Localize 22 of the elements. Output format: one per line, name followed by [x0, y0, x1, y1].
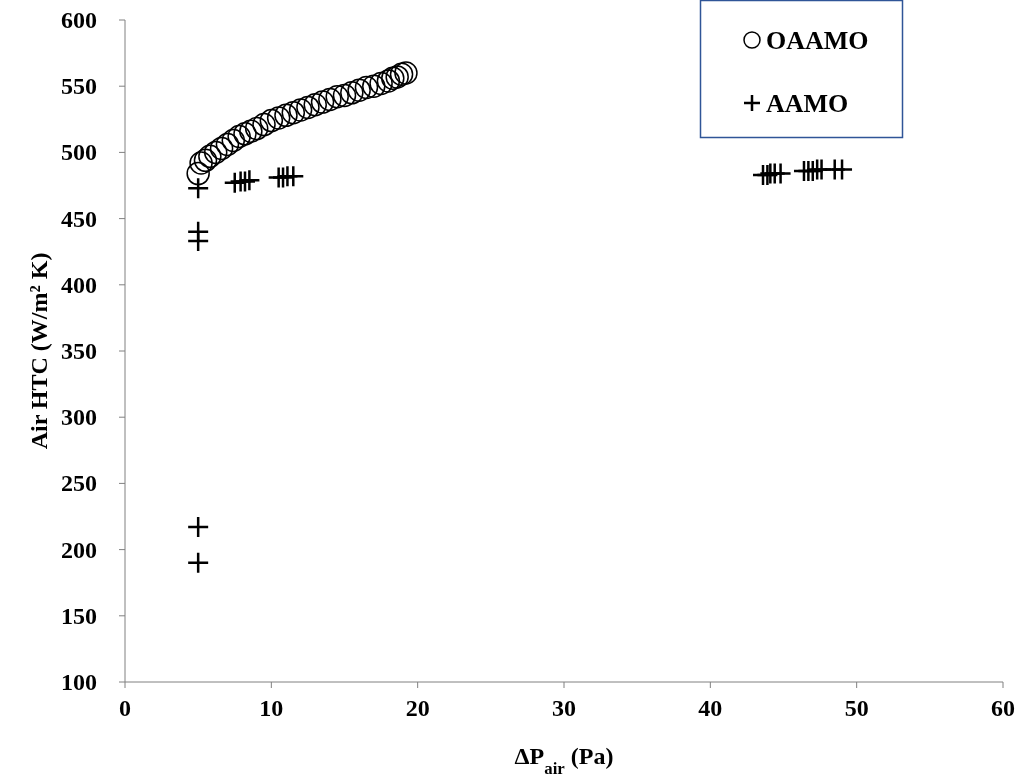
x-tick-label: 10: [259, 695, 284, 721]
y-tick-label: 300: [61, 404, 97, 431]
x-tick-label: 60: [991, 695, 1015, 721]
y-tick-label: 400: [61, 271, 97, 298]
x-tick-label: 0: [119, 695, 131, 721]
y-tick-label: 100: [61, 669, 97, 695]
y-tick-label: 350: [61, 338, 97, 364]
x-axis-title: ΔP$_{air}$ (Pa): [514, 743, 614, 778]
y-tick-label: 150: [61, 602, 97, 629]
x-tick-label: 30: [552, 695, 576, 721]
x-tick-label: 50: [844, 695, 869, 721]
y-axis-title: Air HTC (W/m² K): [26, 252, 52, 450]
y-tick-label: 600: [61, 7, 97, 33]
y-tick-label: 250: [61, 470, 97, 497]
x-tick-label: 20: [405, 695, 430, 721]
y-tick-label: 550: [61, 73, 97, 100]
legend-label: AAMO: [766, 89, 849, 118]
x-tick-label: 40: [698, 695, 723, 721]
y-tick-label: 200: [61, 536, 97, 563]
legend-label: OAAMO: [766, 26, 869, 55]
y-tick-label: 500: [61, 139, 97, 166]
y-tick-label: 450: [61, 205, 97, 232]
